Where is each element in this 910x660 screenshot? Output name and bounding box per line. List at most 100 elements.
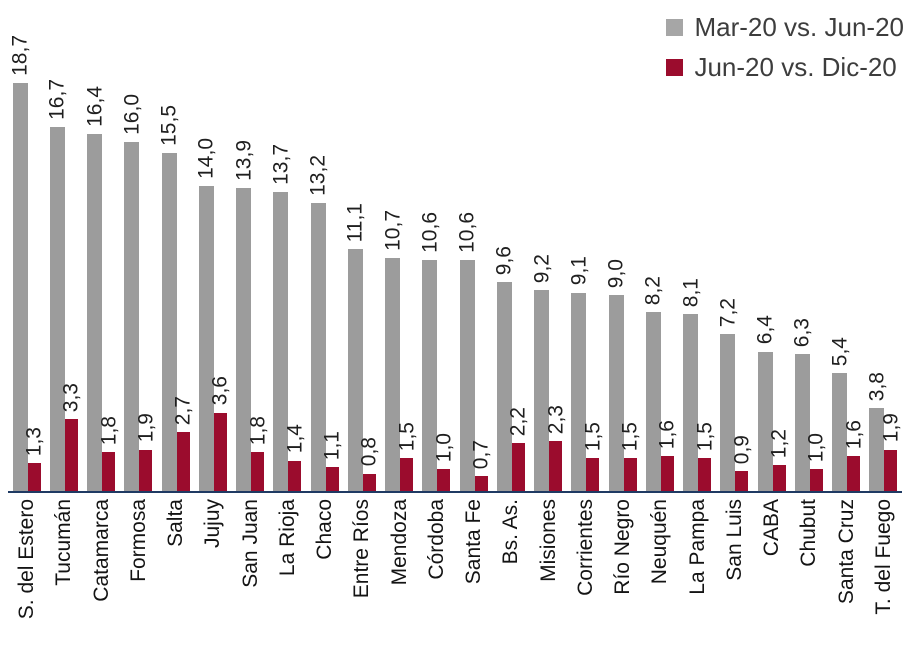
bar-group: 6,4 1,2 [753,315,791,491]
x-axis-labels: S. del Estero Tucumán Catamarca Formosa Salt… [8,499,902,657]
bar-mar20-jun20: 10,6 [456,212,479,491]
bar-value-label: 6,3 [790,317,814,347]
bar-rect [571,292,587,491]
bar-jun20-dic20: 3,3 [60,383,83,491]
bar-value-label: 3,3 [59,382,83,413]
bar-group: 16,4 1,8 [83,86,120,491]
bar-mar20-jun20: 14,0 [195,138,218,491]
bar-mar20-jun20: 6,3 [791,318,814,491]
category-cell: Entre Ríos [343,499,380,657]
bar-value-label: 1,5 [693,422,717,452]
bar-group: 16,0 1,9 [120,94,157,491]
bar-value-label: 16,4 [83,85,107,127]
bar-value-label: 16,0 [120,94,144,136]
bar-group: 8,2 1,6 [641,276,679,491]
bar-jun20-dic20: 3,6 [209,376,232,491]
bar-rect [176,432,190,491]
bar-mar20-jun20: 15,5 [158,105,181,491]
bar-rect [64,419,78,491]
bar-mar20-jun20: 8,1 [679,278,702,491]
bar-value-label: 2,7 [171,395,195,426]
bar-rect [49,126,65,491]
bar-mar20-jun20: 16,0 [120,94,143,491]
category-label: Santa Cruz [834,499,858,605]
bar-rect [511,443,525,491]
legend-swatch-red-icon [666,59,684,76]
bar-value-label: 1,5 [395,422,419,452]
bar-rect [847,456,861,491]
bar-value-label: 13,7 [269,144,293,186]
category-cell: Mendoza [381,499,418,657]
category-cell: Córdoba [418,499,455,657]
bar-rect [549,440,563,491]
category-label: Río Negro [611,499,635,595]
bar-jun20-dic20: 0,8 [358,437,381,491]
bar-value-label: 15,5 [157,105,181,147]
bar-value-label: 3,8 [865,372,889,402]
category-label: Bs. As. [499,499,523,565]
bar-rect [124,142,140,491]
bar-group: 11,1 0,8 [343,203,381,491]
bar-value-label: 1,5 [581,422,605,452]
category-cell: La Rioja [269,499,306,657]
bar-value-label: 16,7 [45,79,69,120]
bar-mar20-jun20: 18,7 [9,35,32,491]
category-cell: Chubut [790,499,827,657]
category-cell: Chaco [306,499,343,657]
bar-mar20-jun20: 16,7 [46,79,69,491]
bar-value-label: 11,1 [343,202,367,242]
bar-group: 10,6 0,7 [455,212,493,491]
bar-jun20-dic20: 0,9 [730,435,753,491]
bar-group: 5,4 1,6 [828,337,865,491]
bar-value-label: 8,2 [641,276,665,306]
bar-mar20-jun20: 9,1 [567,256,590,491]
bar-mar20-jun20: 13,2 [307,155,330,491]
bar-rect [496,281,512,491]
bar-mar20-jun20: 10,7 [381,210,404,491]
bar-value-label: 1,6 [842,419,866,450]
legend-item-mar20-jun20: Mar-20 vs. Jun-20 [666,12,904,43]
bar-group: 6,3 1,0 [790,318,828,491]
category-cell: Río Negro [604,499,641,657]
category-cell: CABA [753,499,790,657]
bar-group: 13,2 1,1 [306,155,344,491]
bar-group: 9,6 2,2 [492,246,530,491]
bar-rect [459,259,475,491]
bar-group: 9,2 2,3 [530,254,567,491]
bar-value-label: 1,4 [283,424,307,454]
bar-rect [645,312,661,491]
bar-jun20-dic20: 1,9 [134,413,157,491]
category-cell: Corrientes [567,499,604,657]
bar-rect [236,188,252,491]
bar-jun20-dic20: 2,2 [507,407,530,491]
category-label: CABA [760,499,784,557]
legend-label: Mar-20 vs. Jun-20 [694,12,904,42]
category-label: Catamarca [89,499,113,602]
category-cell: Bs. As. [492,499,529,657]
bar-jun20-dic20: 1,0 [432,433,455,491]
bar-group: 8,1 1,5 [679,278,717,491]
bar-value-label: 0,7 [469,439,493,469]
bar-value-label: 9,1 [567,256,591,286]
bar-rect [608,294,624,491]
category-label: Entre Ríos [350,499,374,599]
bar-mar20-jun20: 3,8 [865,372,888,491]
bar-value-label: 9,0 [604,258,628,288]
bar-value-label: 1,5 [618,422,642,452]
category-label: San Juan [238,499,262,588]
category-label: Córdoba [424,499,448,580]
category-cell: Tucumán [45,499,82,657]
bar-rect [310,203,326,491]
category-label: Corrientes [573,499,597,596]
category-label: San Luis [722,499,746,581]
bar-rect [161,153,177,491]
bar-group: 13,9 1,8 [232,140,269,491]
bar-jun20-dic20: 1,6 [842,420,865,491]
bar-value-label: 1,1 [320,430,344,460]
bar-rect [139,449,153,491]
bar-group: 16,7 3,3 [45,79,83,491]
bar-rect [251,451,265,491]
bar-rect [273,192,289,491]
bar-jun20-dic20: 1,2 [768,429,791,491]
bar-jun20-dic20: 1,9 [879,413,902,491]
